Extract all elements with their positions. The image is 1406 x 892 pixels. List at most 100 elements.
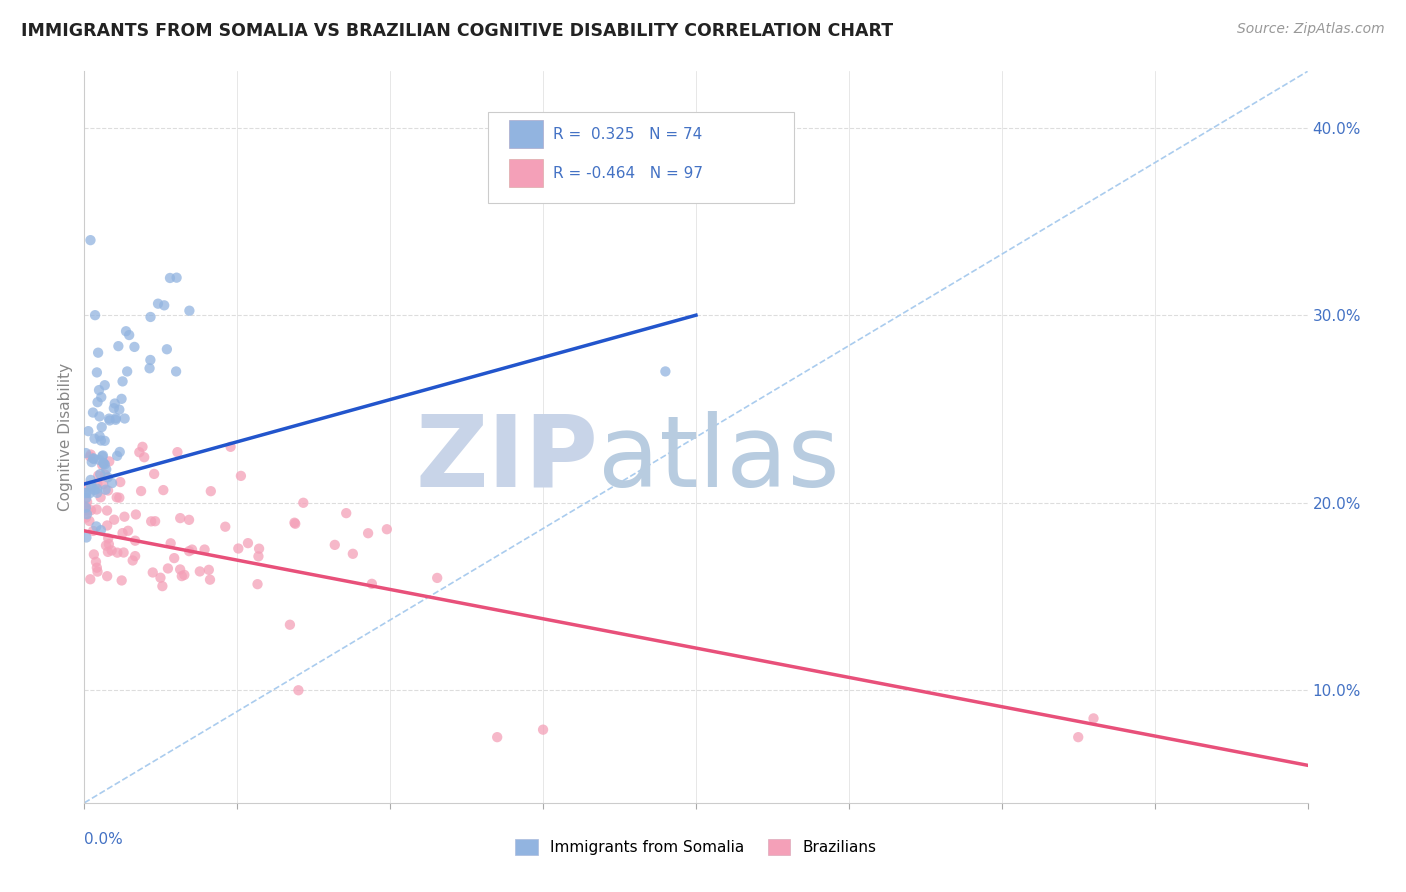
Point	[531, 723, 554, 737]
Point	[89, 467, 111, 482]
Point	[426, 571, 449, 585]
Point	[107, 339, 129, 353]
Point	[89, 409, 111, 424]
Point	[87, 345, 110, 359]
Point	[104, 413, 127, 427]
Y-axis label: Cognitive Disability: Cognitive Disability	[58, 363, 73, 511]
Point	[110, 392, 132, 406]
Point	[654, 364, 676, 378]
Point	[129, 484, 152, 499]
Point	[283, 516, 305, 530]
FancyBboxPatch shape	[488, 112, 794, 203]
Point	[236, 536, 259, 550]
Point	[84, 555, 107, 569]
Point	[284, 516, 307, 531]
Point	[117, 524, 139, 538]
Point	[75, 446, 97, 460]
Point	[91, 449, 114, 463]
Point	[80, 503, 103, 517]
Point	[139, 353, 162, 368]
Point	[142, 566, 165, 580]
Point	[83, 452, 105, 467]
Point	[219, 440, 242, 454]
Point	[105, 491, 128, 505]
Point	[228, 541, 250, 556]
Point	[87, 383, 110, 397]
Point	[124, 533, 146, 548]
Point	[86, 482, 108, 496]
Point	[357, 526, 380, 541]
Point	[200, 484, 222, 499]
Point	[111, 375, 134, 389]
Text: ZIP: ZIP	[415, 410, 598, 508]
Point	[83, 432, 105, 446]
Point	[75, 510, 97, 524]
Point	[115, 364, 138, 378]
Point	[108, 491, 131, 505]
Point	[101, 476, 124, 491]
Point	[75, 500, 97, 515]
Point	[105, 546, 128, 560]
Text: Source: ZipAtlas.com: Source: ZipAtlas.com	[1237, 22, 1385, 37]
Point	[75, 480, 97, 494]
Point	[105, 449, 128, 463]
Point	[79, 514, 101, 528]
Point	[111, 574, 134, 588]
Point	[134, 450, 156, 465]
Point	[98, 413, 121, 427]
Point	[375, 522, 398, 536]
Point	[75, 491, 97, 505]
Point	[198, 563, 221, 577]
Point	[75, 486, 97, 500]
Point	[97, 483, 120, 498]
Legend: Immigrants from Somalia, Brazilians: Immigrants from Somalia, Brazilians	[509, 833, 883, 861]
Point	[83, 548, 105, 562]
Point	[108, 445, 131, 459]
Point	[128, 445, 150, 459]
Point	[103, 513, 125, 527]
Point	[159, 536, 181, 550]
Point	[76, 495, 98, 509]
Point	[76, 507, 98, 521]
Point	[82, 451, 104, 466]
Point	[75, 499, 97, 513]
Point	[86, 565, 108, 579]
Point	[80, 480, 103, 494]
Point	[84, 308, 107, 322]
Point	[87, 468, 110, 483]
Point	[91, 449, 114, 463]
Text: 0.0%: 0.0%	[84, 832, 124, 847]
Point	[150, 579, 173, 593]
Point	[118, 328, 141, 343]
Point	[86, 476, 108, 491]
Point	[124, 549, 146, 563]
Point	[93, 434, 115, 448]
Point	[125, 508, 148, 522]
Point	[110, 475, 132, 489]
Point	[143, 514, 166, 528]
Point	[104, 396, 127, 410]
Point	[83, 483, 105, 497]
Point	[90, 523, 112, 537]
Point	[287, 683, 309, 698]
Text: atlas: atlas	[598, 410, 839, 508]
Point	[94, 458, 117, 472]
Point	[97, 470, 120, 484]
Point	[94, 539, 117, 553]
Point	[86, 395, 108, 409]
Point	[86, 560, 108, 574]
Point	[104, 411, 127, 425]
Point	[75, 531, 97, 545]
Point	[173, 568, 195, 582]
Point	[97, 545, 120, 559]
Point	[335, 506, 357, 520]
Point	[139, 310, 162, 324]
Point	[80, 455, 103, 469]
Point	[94, 483, 117, 497]
Point	[141, 514, 163, 528]
Point	[91, 477, 114, 491]
Point	[111, 526, 134, 541]
Point	[153, 298, 176, 312]
Point	[1083, 711, 1105, 725]
Point	[94, 378, 117, 392]
